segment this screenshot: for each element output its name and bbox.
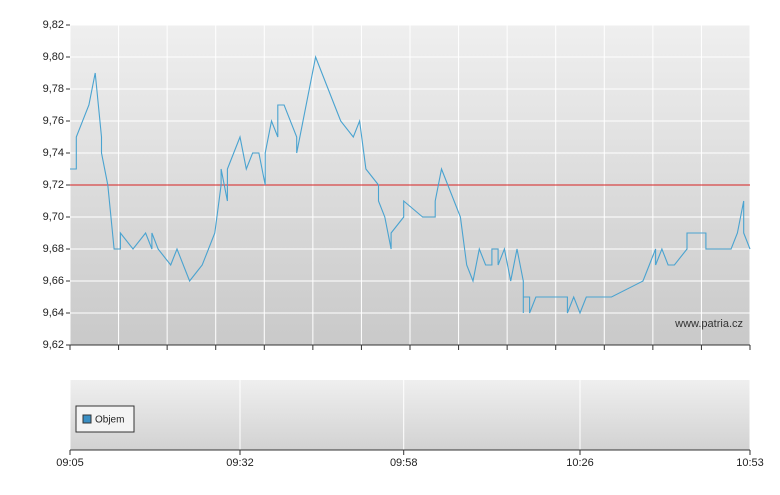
legend-label: Objem xyxy=(95,415,124,426)
y-tick-label: 9,62 xyxy=(43,339,64,351)
x-tick-label: 10:26 xyxy=(566,457,594,469)
y-tick-label: 9,82 xyxy=(43,19,64,31)
watermark: www.patria.cz xyxy=(674,318,743,330)
legend-swatch xyxy=(82,414,92,424)
x-tick-label: 10:53 xyxy=(736,457,764,469)
y-tick-label: 9,66 xyxy=(43,275,64,287)
x-tick-label: 09:58 xyxy=(390,457,418,469)
x-tick-label: 09:05 xyxy=(56,457,84,469)
y-tick-label: 9,74 xyxy=(43,147,64,159)
y-tick-label: 9,64 xyxy=(43,307,64,319)
x-tick-label: 09:32 xyxy=(226,457,254,469)
y-tick-label: 9,80 xyxy=(43,51,64,63)
y-tick-label: 9,78 xyxy=(43,83,64,95)
price-line xyxy=(70,55,751,315)
y-tick-label: 9,76 xyxy=(43,115,64,127)
y-tick-label: 9,72 xyxy=(43,179,64,191)
volume-area xyxy=(70,380,750,450)
y-tick-label: 9,70 xyxy=(43,211,64,223)
y-tick-label: 9,68 xyxy=(43,243,64,255)
